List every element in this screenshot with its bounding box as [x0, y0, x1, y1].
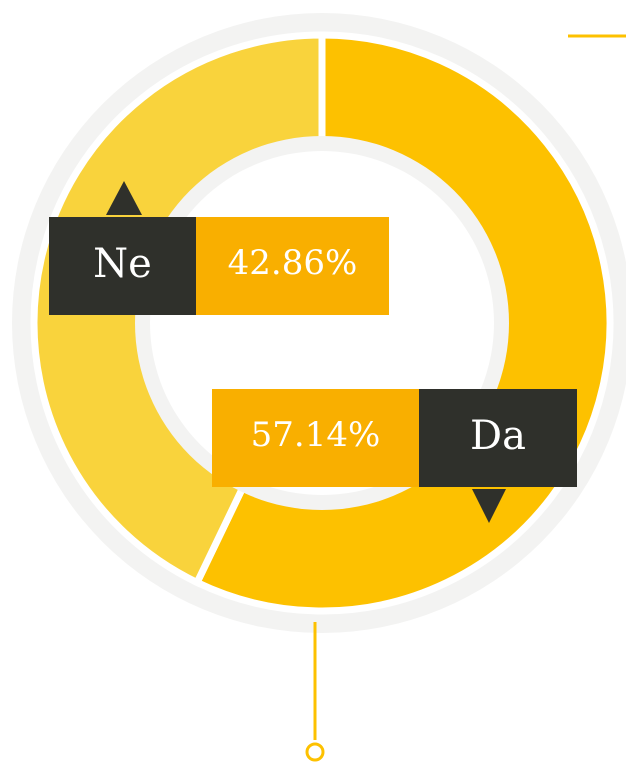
category-label: Ne [93, 241, 152, 287]
pointer-dot [305, 742, 325, 762]
label-pointer [472, 489, 506, 523]
category-box [419, 389, 577, 487]
value-label: 57.14% [251, 415, 381, 455]
value-box [212, 389, 419, 487]
value-label: 42.86% [228, 243, 358, 283]
labels: 57.14% Da 42.86% Ne [49, 181, 577, 523]
category-box [49, 217, 196, 315]
category-label: Da [470, 413, 526, 459]
label-pointer [106, 181, 142, 215]
value-box [196, 217, 389, 315]
